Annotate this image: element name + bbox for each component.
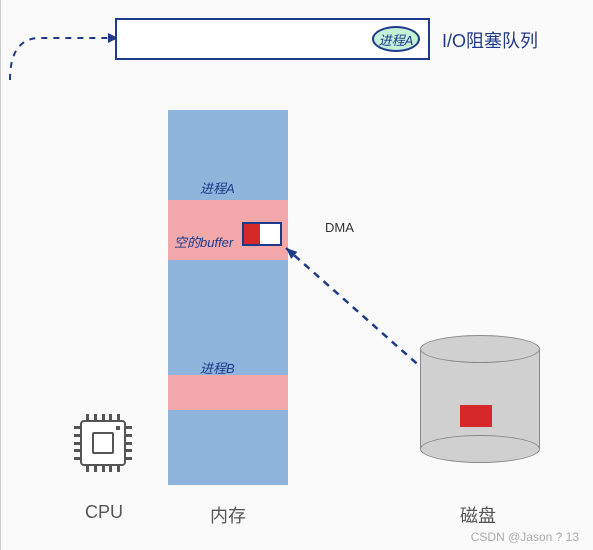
memory-caption: 内存: [210, 502, 246, 528]
cpu-chip-icon: [80, 420, 126, 466]
process-a-pill: 进程A: [372, 26, 420, 52]
watermark: CSDN @Jason ? 13: [471, 530, 579, 544]
cpu-caption: CPU: [85, 502, 123, 523]
mem-label-process-b: 进程B: [200, 358, 235, 377]
diagram-canvas: 进程A I/O阻塞队列 进程A 空的buffer 进程B 内存 DMA 磁盘 C…: [0, 0, 593, 550]
buffer-cell: [242, 222, 282, 246]
left-rule: [0, 0, 1, 550]
queue-label: I/O阻塞队列: [442, 27, 538, 53]
disk-bottom-ellipse: [420, 435, 540, 463]
buffer-fill: [244, 224, 260, 244]
disk-body: [420, 349, 540, 449]
mem-label-process-a: 进程A: [200, 178, 235, 197]
disk-caption: 磁盘: [460, 502, 496, 528]
mem-label-empty-buffer: 空的buffer: [174, 232, 233, 251]
dma-label: DMA: [325, 220, 354, 235]
disk-data-patch: [460, 405, 492, 427]
disk-cylinder: [420, 335, 540, 463]
process-a-label: 进程A: [379, 30, 414, 49]
memory-column: [168, 110, 288, 485]
disk-top-ellipse: [420, 335, 540, 363]
